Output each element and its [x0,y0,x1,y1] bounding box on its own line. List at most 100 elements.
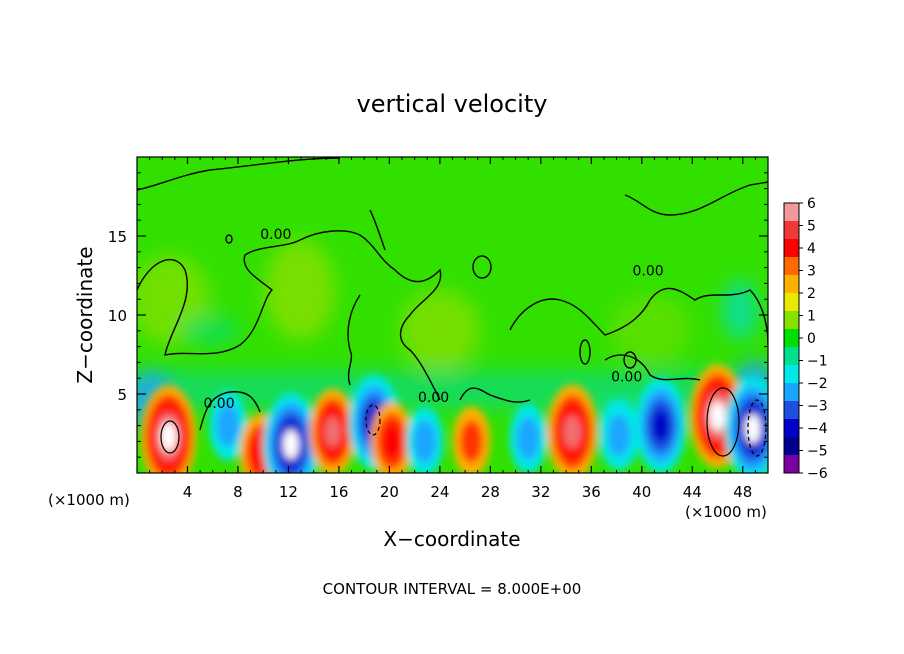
x-tick-label: 36 [582,483,601,501]
colorbar-label: 4 [807,241,816,257]
x-axis-label: X−coordinate [383,527,520,551]
contour-zero-low [459,387,531,403]
x-tick-label: 28 [481,483,500,501]
anomaly-cell [263,392,319,473]
anomaly-cell-ring [160,421,177,452]
x-tick-label: 24 [430,483,449,501]
anomaly-cell [546,384,598,473]
anomaly-cell-ring [651,409,670,443]
anomaly-cell-ring [607,413,631,457]
anomaly-cell [405,406,444,473]
chart-title: vertical velocity [357,90,548,118]
x-tick-label: 8 [233,483,243,501]
y-axis-label: Z−coordinate [73,246,97,383]
anomaly-cell-ring [283,429,299,460]
colorbar-swatch [784,401,799,420]
colorbar-swatch [784,383,799,402]
colorbar-swatch [784,275,799,294]
contour-zero-right [509,287,768,346]
colorbar-swatch [784,257,799,276]
x-tick-label: 20 [380,483,399,501]
y-axis: 5 10 15 [108,172,768,458]
anomaly-cell-ring [516,416,540,460]
anomaly-cell-ring [709,401,726,431]
colorbar-swatch [784,221,799,240]
colorbar: 6 5 4 3 2 1 0 −1 −2 −3 −4 −5 −6 [783,196,828,482]
colorbar-label: −5 [807,444,828,460]
x-tick-label: 48 [733,483,752,501]
colorbar-label: 2 [807,286,816,302]
anomaly-cell-ring [324,416,341,447]
contour-lines [137,157,768,431]
y-tick-label: 5 [117,386,127,404]
anomaly-cell [725,377,768,473]
colorbar-swatch [784,203,799,222]
contour-zero-top [137,157,341,191]
contour-zero-top-right [624,181,768,216]
contour-label: 0.00 [260,227,291,243]
cell-contour-1 [160,420,180,454]
anomaly-cell-ring [382,424,402,459]
contour-zero-left [137,230,442,401]
anomaly-cell [600,400,638,470]
cell-contour-4 [747,399,767,457]
colorbar-label: −2 [807,376,828,392]
plot-area: 0.00 0.00 0.00 0.00 0.00 [137,157,768,473]
x-tick-label: 32 [531,483,550,501]
colorbar-swatch [784,347,799,366]
cell-contour-3 [365,404,381,436]
anomaly-cells [140,364,768,473]
x-unit-right: (×1000 m) [685,503,767,521]
x-tick-label: 4 [183,483,193,501]
colorbar-swatch [784,293,799,312]
anomaly-cell [370,402,413,473]
colorbar-swatch [784,365,799,384]
contour-ring-3 [579,339,591,365]
contour-label: 0.00 [418,390,449,406]
anomaly-cell [452,406,491,473]
colorbar-label: −3 [807,399,828,415]
colorbar-swatch [784,437,799,456]
colorbar-swatch [784,455,799,474]
contour-ring-4 [623,351,637,369]
cell-contours [160,387,767,457]
x-tick-label: 16 [329,483,348,501]
x-tick-label: 12 [279,483,298,501]
colorbar-label: 5 [807,219,816,235]
anomaly-cell [140,385,197,473]
x-axis: 4 8 12 16 20 24 28 32 36 40 44 48 [149,157,756,501]
colorbar-label: 6 [807,196,816,212]
contour-label: 0.00 [633,264,664,280]
contour-zero-right2 [604,354,701,381]
cell-contour-2 [706,387,740,457]
anomaly-cell [689,364,746,468]
anomaly-cell [309,388,356,473]
contour-zero-mid2 [347,294,361,386]
colorbar-swatch [784,329,799,348]
contour-labels: 0.00 0.00 0.00 0.00 0.00 [203,227,663,412]
contour-ring-1 [472,255,492,279]
colorbar-label: 1 [807,309,816,325]
anomaly-cell-ring [216,404,240,448]
anomaly-cell [635,378,687,473]
contour-zero-mid [369,209,386,251]
anomaly-cell-ring [563,415,582,449]
x-tick-label: 40 [632,483,651,501]
contour-interval-note: CONTOUR INTERVAL = 8.000E+00 [323,580,582,598]
colorbar-label: 3 [807,264,816,280]
contour-label: 0.00 [203,396,234,412]
x-tick-label: 44 [683,483,702,501]
x-unit-left: (×1000 m) [48,491,130,509]
colorbar-label: −1 [807,354,828,370]
colorbar-label: 0 [807,331,816,347]
contour-label: 0.00 [611,369,642,385]
y-tick-label: 15 [108,228,127,246]
colorbar-label: −4 [807,421,828,437]
colorbar-swatch [784,311,799,330]
y-tick-label: 10 [108,307,127,325]
contour-zero-low2 [199,391,261,431]
contour-ring-2 [225,234,233,244]
anomaly-cell-ring [413,419,437,463]
colorbar-label: −6 [807,466,828,482]
